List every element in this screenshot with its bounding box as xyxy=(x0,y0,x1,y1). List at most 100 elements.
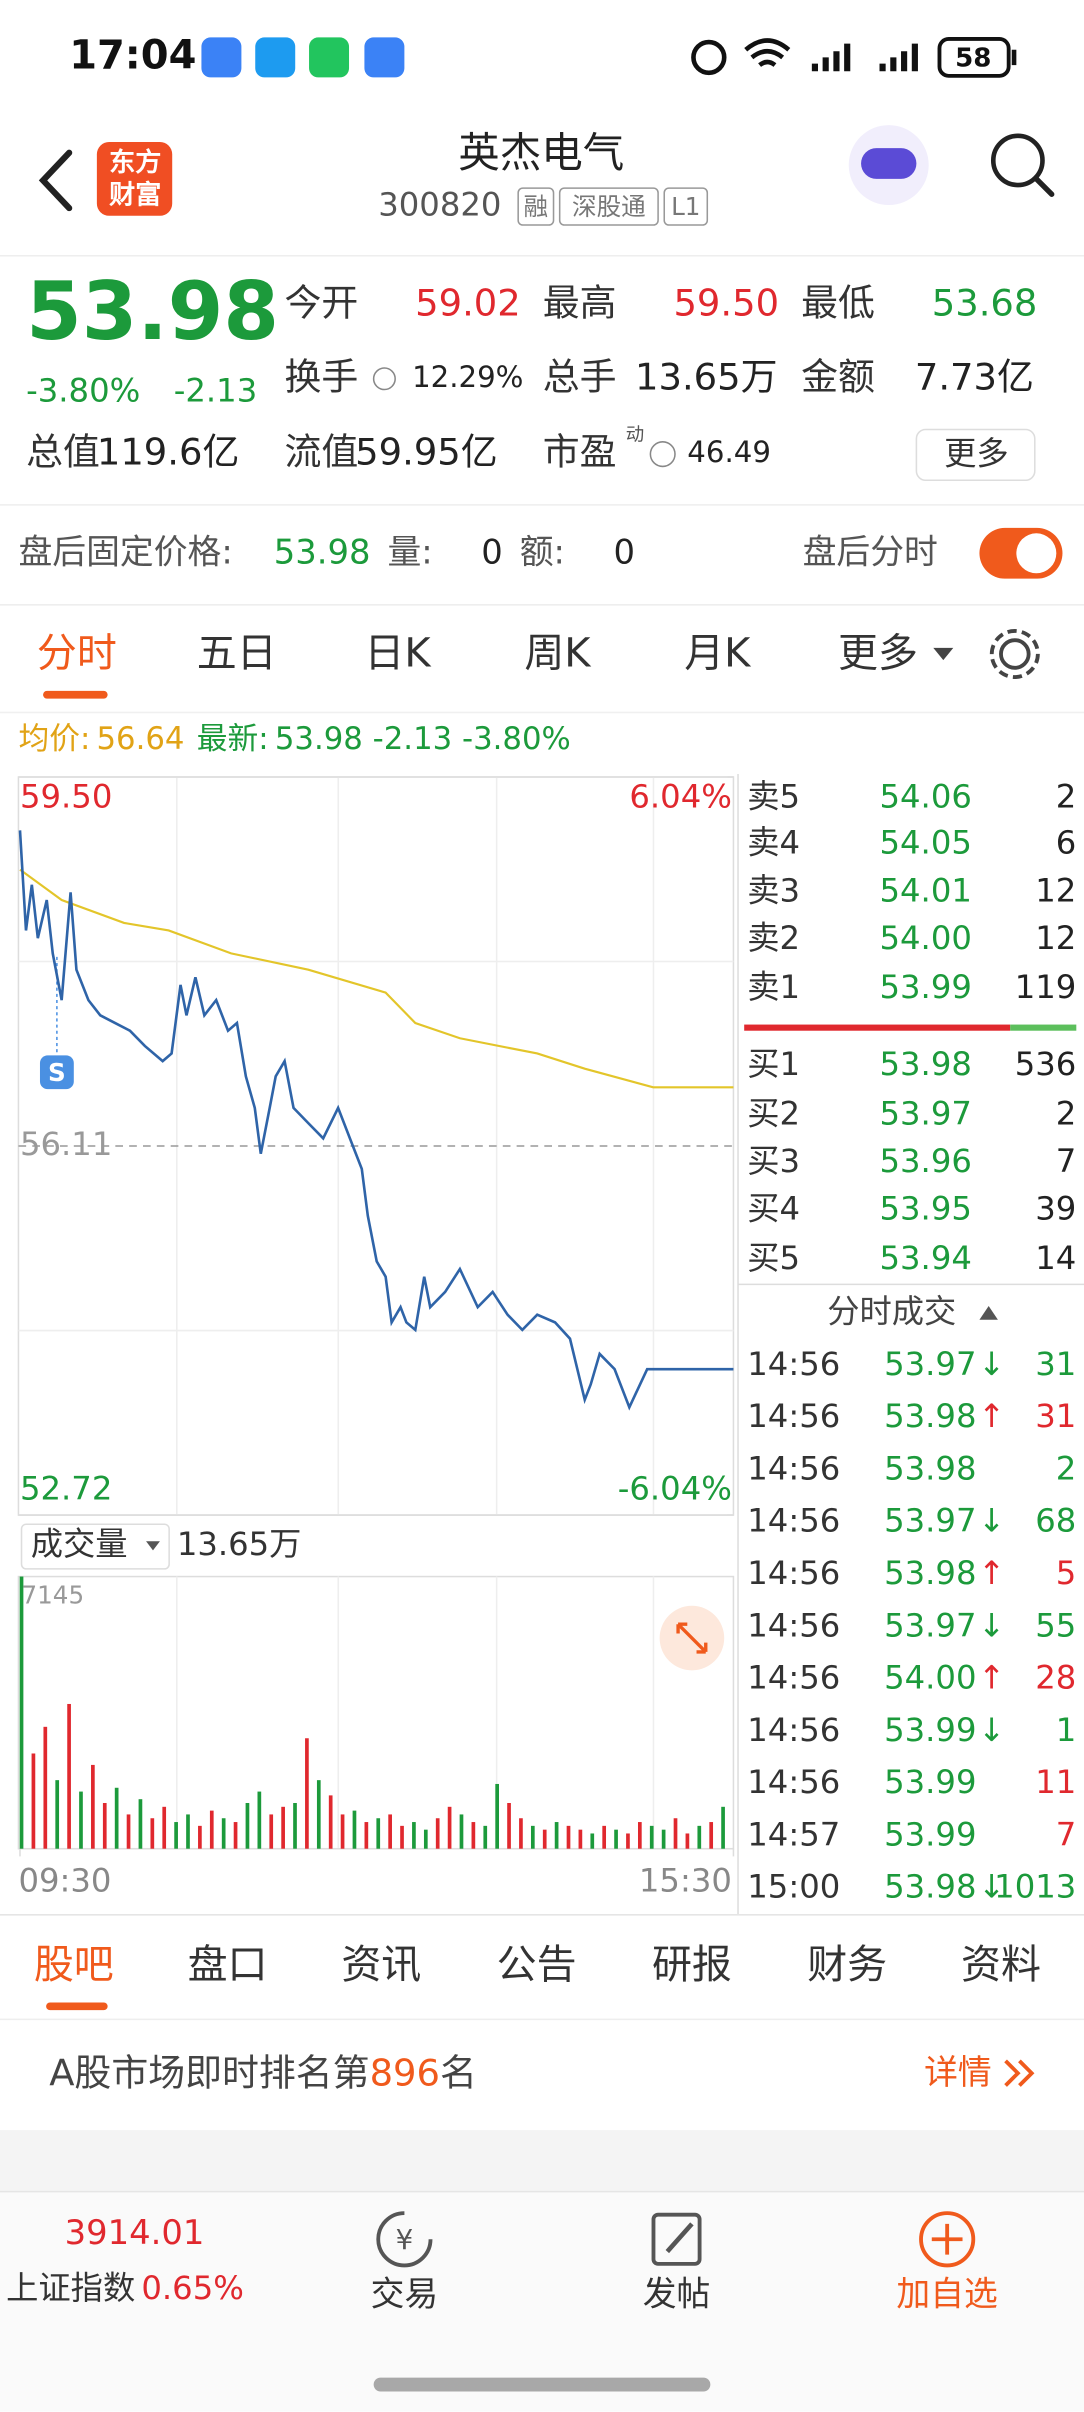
bid-price: 53.98 xyxy=(880,1045,972,1083)
add-watch-icon[interactable] xyxy=(919,2211,976,2268)
expand-icon xyxy=(676,1622,708,1654)
post-icon[interactable] xyxy=(651,2212,702,2266)
search-button[interactable] xyxy=(990,133,1045,188)
bid-label: 买3 xyxy=(747,1142,800,1180)
bid-label: 买5 xyxy=(747,1239,800,1277)
ask-price: 54.05 xyxy=(880,824,972,862)
ask-label: 卖4 xyxy=(747,824,800,862)
trade-volume: 28 xyxy=(1035,1659,1076,1697)
trade-volume: 55 xyxy=(1035,1606,1076,1644)
trade-time: 14:56 xyxy=(747,1397,840,1435)
add-watch-plus xyxy=(931,2223,963,2255)
tag-box xyxy=(663,187,709,226)
volume-bar xyxy=(471,1822,476,1849)
stat-superscript: 动 xyxy=(626,425,644,446)
wifi-icon xyxy=(744,38,791,67)
volume-bar xyxy=(602,1825,607,1849)
volume-bar xyxy=(364,1822,369,1849)
trade-price-part: ↑ xyxy=(978,1659,1005,1697)
ask-volume: 119 xyxy=(1015,968,1077,1006)
stat-value: 59.95亿 xyxy=(355,431,498,474)
chart-tab[interactable]: 更多 xyxy=(838,631,918,677)
chart-tab[interactable]: 周K xyxy=(524,631,592,677)
after-hours-volume: 0 xyxy=(481,533,503,572)
trade-icon[interactable] xyxy=(376,2211,433,2268)
volume-bar xyxy=(626,1833,630,1849)
trade-price-part: ↓ xyxy=(978,1345,1005,1383)
section-tab[interactable]: 资讯 xyxy=(341,1942,421,1988)
settings-button[interactable] xyxy=(999,638,1031,670)
trade-price: 53.99 xyxy=(884,1763,976,1801)
volume-bar xyxy=(495,1783,499,1849)
trade-time: 14:56 xyxy=(747,1606,840,1644)
chart-tab[interactable]: 月K xyxy=(684,631,752,677)
section-tab[interactable]: 公告 xyxy=(497,1942,577,1988)
trades-title: 分时成交 xyxy=(827,1293,956,1331)
logo-text: 东方 xyxy=(109,147,161,178)
volume-bar xyxy=(198,1825,202,1849)
bid-volume: 39 xyxy=(1035,1190,1076,1228)
volume-bar xyxy=(114,1787,119,1849)
volume-bar xyxy=(590,1833,595,1849)
chart-tab[interactable]: 分时 xyxy=(37,631,117,677)
trade-time: 14:56 xyxy=(747,1345,840,1383)
volume-bar xyxy=(697,1825,702,1849)
trade-price-part: 53.98 xyxy=(884,1554,976,1592)
section-tab[interactable]: 资料 xyxy=(961,1942,1041,1988)
stock-code: 300820 xyxy=(378,186,501,224)
trade-price: 53.99↓ xyxy=(884,1711,1005,1749)
more-button[interactable] xyxy=(915,428,1036,482)
bid-price: 53.97 xyxy=(880,1094,972,1132)
stat-label: 最高 xyxy=(543,281,617,324)
bid-volume: 536 xyxy=(1015,1045,1077,1083)
volume-bar xyxy=(400,1825,404,1849)
price-line xyxy=(18,830,734,1411)
back-button[interactable] xyxy=(38,149,73,212)
volume-bar xyxy=(174,1822,178,1849)
footer-action[interactable]: 发帖 xyxy=(643,2275,711,2314)
volume-bar xyxy=(19,1576,24,1849)
price-info-part: 均价: xyxy=(18,721,90,757)
section-tab[interactable]: 盘口 xyxy=(188,1942,268,1988)
stat-value: 119.6亿 xyxy=(97,431,240,474)
x-tick-label: 15:30 xyxy=(639,1862,732,1900)
volume-bar xyxy=(376,1818,381,1849)
stat-value: 12.29% xyxy=(412,360,523,394)
volume-bar xyxy=(388,1814,392,1849)
volume-bar xyxy=(412,1822,416,1849)
footer-action[interactable]: 交易 xyxy=(371,2275,439,2314)
book-ratio-bid xyxy=(1010,1024,1077,1031)
volume-bar xyxy=(721,1806,725,1849)
ask-label: 卖1 xyxy=(747,968,800,1006)
price-info: 均价: 56.64 最新: 53.98 -2.13 -3.80% xyxy=(18,721,570,757)
signal-icon xyxy=(811,43,918,72)
section-tab[interactable]: 财务 xyxy=(807,1942,887,1988)
volume-bar xyxy=(138,1799,143,1849)
trade-time: 14:56 xyxy=(747,1763,840,1801)
trade-time: 14:56 xyxy=(747,1554,840,1592)
volume-dropdown[interactable] xyxy=(20,1523,170,1570)
section-tab[interactable]: 研报 xyxy=(652,1942,732,1988)
avg-line xyxy=(19,868,734,1089)
dropdown-arrow xyxy=(146,1541,160,1551)
stat-label: 总手 xyxy=(543,355,617,398)
after-hours-amount: 0 xyxy=(613,533,635,572)
status-icon xyxy=(255,37,296,78)
volume-bar xyxy=(507,1803,511,1849)
trade-volume: 1 xyxy=(1056,1711,1077,1749)
chart-tab[interactable]: 五日 xyxy=(197,631,277,677)
stock-tag: 融 xyxy=(524,192,549,221)
post-icon-pen xyxy=(665,2222,694,2254)
x-tick-label: 09:30 xyxy=(18,1862,111,1900)
section-tab[interactable]: 股吧 xyxy=(34,1942,114,1988)
detail-link[interactable]: 详情 xyxy=(924,2053,992,2092)
chart-tab[interactable]: 日K xyxy=(364,631,432,677)
bid-volume: 14 xyxy=(1035,1239,1076,1277)
rank-text-part: 896 xyxy=(370,2051,440,2094)
volume-bar xyxy=(649,1825,654,1849)
trade-volume: 7 xyxy=(1056,1815,1077,1853)
footer-action[interactable]: 加自选 xyxy=(896,2275,997,2314)
volume-bar xyxy=(281,1806,285,1849)
trade-icon-glyph: ¥ xyxy=(396,2223,414,2256)
bid-price: 53.94 xyxy=(880,1239,972,1277)
